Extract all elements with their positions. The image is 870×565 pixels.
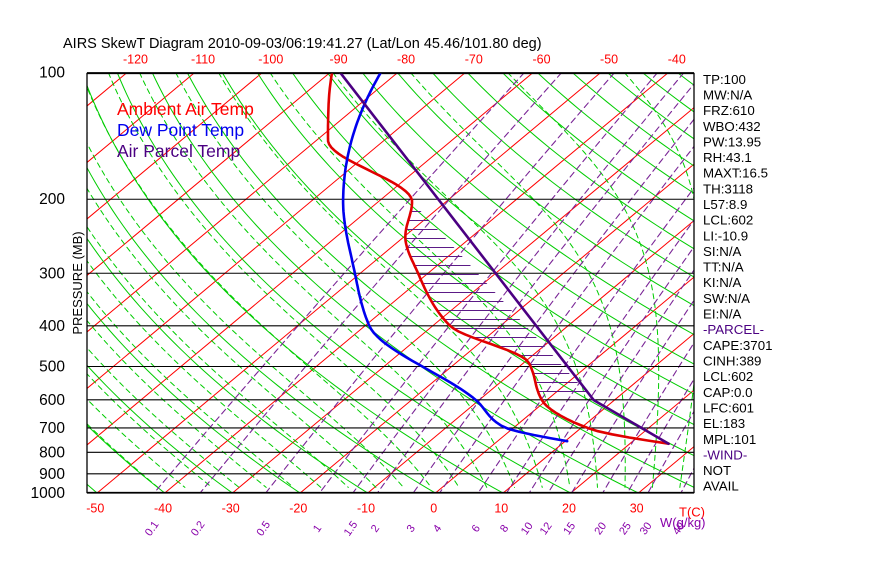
svg-text:0: 0 xyxy=(430,502,437,516)
svg-text:CAPE:3701: CAPE:3701 xyxy=(703,338,772,353)
svg-text:-100: -100 xyxy=(258,53,283,67)
svg-text:200: 200 xyxy=(39,191,65,208)
svg-text:TP:100: TP:100 xyxy=(703,72,746,87)
svg-text:-30: -30 xyxy=(222,502,240,516)
svg-text:-WIND-: -WIND- xyxy=(703,447,747,462)
svg-text:700: 700 xyxy=(39,420,65,437)
svg-text:600: 600 xyxy=(39,392,65,409)
svg-text:SW:N/A: SW:N/A xyxy=(703,291,750,306)
svg-text:MPL:101: MPL:101 xyxy=(703,432,756,447)
svg-text:AVAIL: AVAIL xyxy=(703,479,739,494)
svg-text:400: 400 xyxy=(39,318,65,335)
svg-text:-70: -70 xyxy=(465,53,483,67)
svg-text:RH:43.1: RH:43.1 xyxy=(703,150,752,165)
svg-text:900: 900 xyxy=(39,466,65,483)
svg-text:300: 300 xyxy=(39,265,65,282)
svg-text:MAXT:16.5: MAXT:16.5 xyxy=(703,166,768,181)
svg-text:AIRS SkewT Diagram 2010-09-03/: AIRS SkewT Diagram 2010-09-03/06:19:41.2… xyxy=(63,36,542,52)
svg-text:800: 800 xyxy=(39,444,65,461)
svg-text:LCL:602: LCL:602 xyxy=(703,213,753,228)
svg-text:CINH:389: CINH:389 xyxy=(703,354,761,369)
svg-text:WBO:432: WBO:432 xyxy=(703,119,761,134)
svg-text:MW:N/A: MW:N/A xyxy=(703,88,752,103)
svg-text:1000: 1000 xyxy=(31,485,66,502)
svg-text:10: 10 xyxy=(494,502,508,516)
svg-text:Dew Point Temp: Dew Point Temp xyxy=(117,120,244,140)
svg-text:PW:13.95: PW:13.95 xyxy=(703,134,761,149)
svg-text:EI:N/A: EI:N/A xyxy=(703,307,742,322)
svg-text:TT:N/A: TT:N/A xyxy=(703,260,744,275)
svg-text:-50: -50 xyxy=(600,53,618,67)
svg-text:-40: -40 xyxy=(668,53,686,67)
svg-text:Ambient Air Temp: Ambient Air Temp xyxy=(117,99,254,119)
svg-text:W(g/kg): W(g/kg) xyxy=(660,515,706,530)
svg-text:KI:N/A: KI:N/A xyxy=(703,275,742,290)
svg-text:30: 30 xyxy=(630,502,644,516)
svg-text:FRZ:610: FRZ:610 xyxy=(703,103,755,118)
svg-text:SI:N/A: SI:N/A xyxy=(703,244,742,259)
svg-text:-50: -50 xyxy=(86,502,104,516)
svg-text:TH:3118: TH:3118 xyxy=(703,181,753,196)
svg-text:LI:-10.9: LI:-10.9 xyxy=(703,228,748,243)
svg-text:500: 500 xyxy=(39,359,65,376)
svg-text:-80: -80 xyxy=(397,53,415,67)
svg-text:CAP:0.0: CAP:0.0 xyxy=(703,385,753,400)
svg-text:-120: -120 xyxy=(123,53,148,67)
svg-text:LFC:601: LFC:601 xyxy=(703,401,754,416)
svg-text:-40: -40 xyxy=(154,502,172,516)
svg-text:-PARCEL-: -PARCEL- xyxy=(703,322,764,337)
svg-text:-90: -90 xyxy=(329,53,347,67)
svg-text:-20: -20 xyxy=(289,502,307,516)
svg-text:PRESSURE (MB): PRESSURE (MB) xyxy=(70,231,85,334)
svg-text:-60: -60 xyxy=(532,53,550,67)
svg-text:-10: -10 xyxy=(357,502,375,516)
svg-text:-110: -110 xyxy=(191,53,215,67)
svg-text:20: 20 xyxy=(562,502,576,516)
svg-text:EL:183: EL:183 xyxy=(703,416,745,431)
svg-text:LCL:602: LCL:602 xyxy=(703,369,753,384)
svg-text:Air Parcel Temp: Air Parcel Temp xyxy=(117,141,240,161)
svg-text:100: 100 xyxy=(39,65,65,82)
svg-text:L57:8.9: L57:8.9 xyxy=(703,197,747,212)
svg-text:NOT: NOT xyxy=(703,463,731,478)
